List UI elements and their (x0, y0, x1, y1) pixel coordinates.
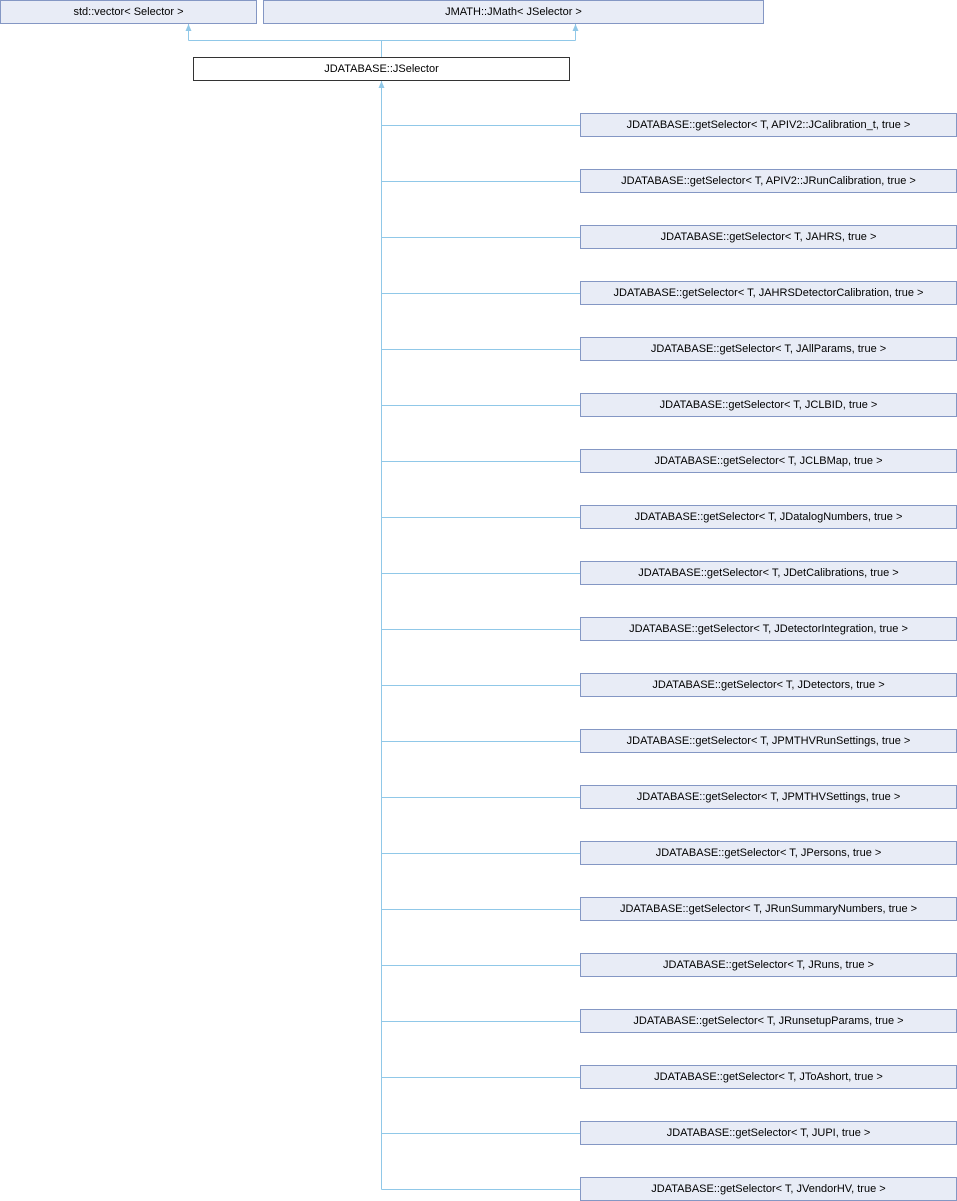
child-node[interactable]: JDATABASE::getSelector< T, JPMTHVRunSett… (580, 729, 957, 753)
child-node[interactable]: JDATABASE::getSelector< T, JRunsetupPara… (580, 1009, 957, 1033)
arrowhead-icon (378, 81, 385, 88)
main-node-jselector: JDATABASE::JSelector (193, 57, 570, 81)
child-node[interactable]: JDATABASE::getSelector< T, JToAshort, tr… (580, 1065, 957, 1089)
child-node[interactable]: JDATABASE::getSelector< T, JCLBMap, true… (580, 449, 957, 473)
child-node[interactable]: JDATABASE::getSelector< T, JDetectorInte… (580, 617, 957, 641)
child-node[interactable]: JDATABASE::getSelector< T, JDetCalibrati… (580, 561, 957, 585)
child-node[interactable]: JDATABASE::getSelector< T, JDetectors, t… (580, 673, 957, 697)
child-node[interactable]: JDATABASE::getSelector< T, APIV2::JRunCa… (580, 169, 957, 193)
child-node[interactable]: JDATABASE::getSelector< T, JPersons, tru… (580, 841, 957, 865)
child-node[interactable]: JDATABASE::getSelector< T, JCLBID, true … (580, 393, 957, 417)
arrowhead-icon (572, 24, 579, 31)
parent-node-std-vector[interactable]: std::vector< Selector > (0, 0, 257, 24)
child-node[interactable]: JDATABASE::getSelector< T, JUPI, true > (580, 1121, 957, 1145)
arrowhead-icon (185, 24, 192, 31)
child-node[interactable]: JDATABASE::getSelector< T, JAllParams, t… (580, 337, 957, 361)
child-node[interactable]: JDATABASE::getSelector< T, JPMTHVSetting… (580, 785, 957, 809)
child-node[interactable]: JDATABASE::getSelector< T, JAHRSDetector… (580, 281, 957, 305)
child-node[interactable]: JDATABASE::getSelector< T, JRuns, true > (580, 953, 957, 977)
parent-node-jmath[interactable]: JMATH::JMath< JSelector > (263, 0, 764, 24)
child-node[interactable]: JDATABASE::getSelector< T, JVendorHV, tr… (580, 1177, 957, 1201)
child-node[interactable]: JDATABASE::getSelector< T, APIV2::JCalib… (580, 113, 957, 137)
child-node[interactable]: JDATABASE::getSelector< T, JRunSummaryNu… (580, 897, 957, 921)
child-node[interactable]: JDATABASE::getSelector< T, JAHRS, true > (580, 225, 957, 249)
child-node[interactable]: JDATABASE::getSelector< T, JDatalogNumbe… (580, 505, 957, 529)
